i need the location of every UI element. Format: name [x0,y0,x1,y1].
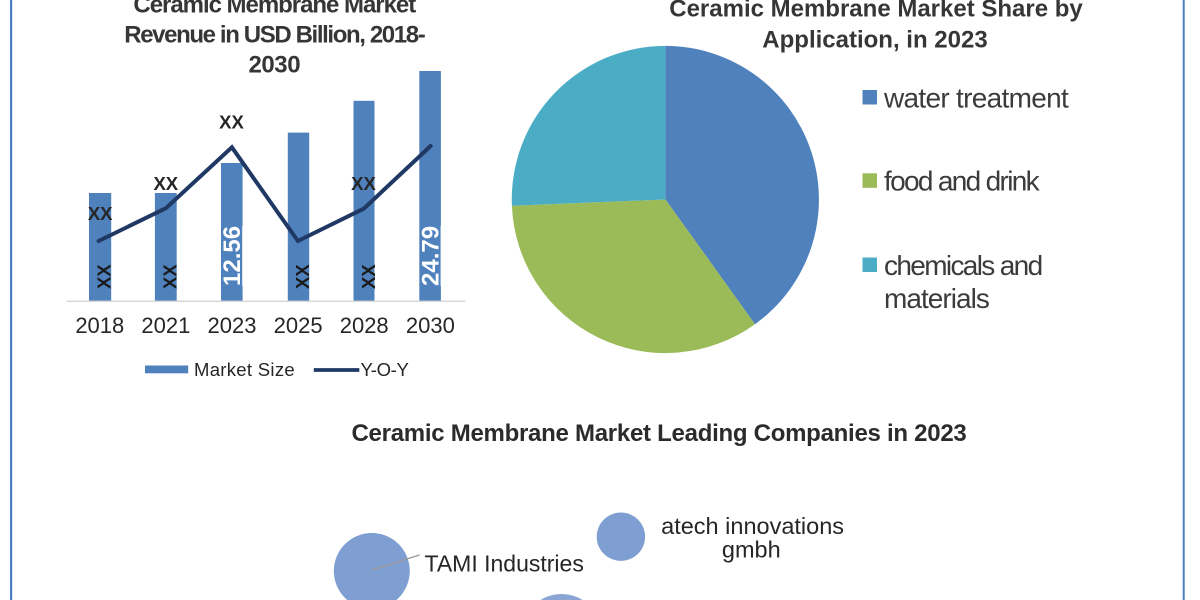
svg-text:2030: 2030 [248,52,300,79]
svg-text:24.79: 24.79 [418,226,445,286]
svg-text:Y-O-Y: Y-O-Y [361,359,409,380]
svg-text:XX: XX [88,203,113,224]
svg-text:Ceramic Membrane Market Leadin: Ceramic Membrane Market Leading Companie… [352,420,967,447]
svg-text:water treatment: water treatment [883,82,1069,113]
svg-text:12.56: 12.56 [219,226,246,286]
svg-text:food and drink: food and drink [884,166,1041,197]
svg-text:chemicals and: chemicals and [884,250,1042,281]
svg-text:XX: XX [160,264,181,289]
svg-text:2028: 2028 [340,313,389,338]
svg-text:atech innovations: atech innovations [661,513,844,539]
svg-text:XX: XX [358,264,379,289]
svg-text:Revenue in USD Billion, 2018-: Revenue in USD Billion, 2018- [124,22,425,49]
svg-text:Market Size: Market Size [194,359,295,380]
svg-text:XX: XX [94,264,115,289]
svg-text:XX: XX [351,173,376,194]
svg-text:Ceramic Membrane Market Share: Ceramic Membrane Market Share by [669,0,1083,23]
svg-text:TAMI Industries: TAMI Industries [425,550,584,576]
svg-text:2018: 2018 [75,313,124,338]
svg-text:2021: 2021 [141,313,190,338]
svg-text:XX: XX [292,264,313,289]
svg-text:Ceramic Membrane Market: Ceramic Membrane Market [133,0,416,19]
svg-text:Application, in 2023: Application, in 2023 [762,27,987,54]
svg-text:2025: 2025 [274,313,323,338]
svg-text:materials: materials [884,283,989,314]
svg-text:XX: XX [219,111,244,132]
svg-text:2030: 2030 [406,313,455,338]
svg-text:gmbh: gmbh [722,537,781,563]
svg-text:2023: 2023 [208,313,257,338]
svg-text:XX: XX [153,173,178,194]
